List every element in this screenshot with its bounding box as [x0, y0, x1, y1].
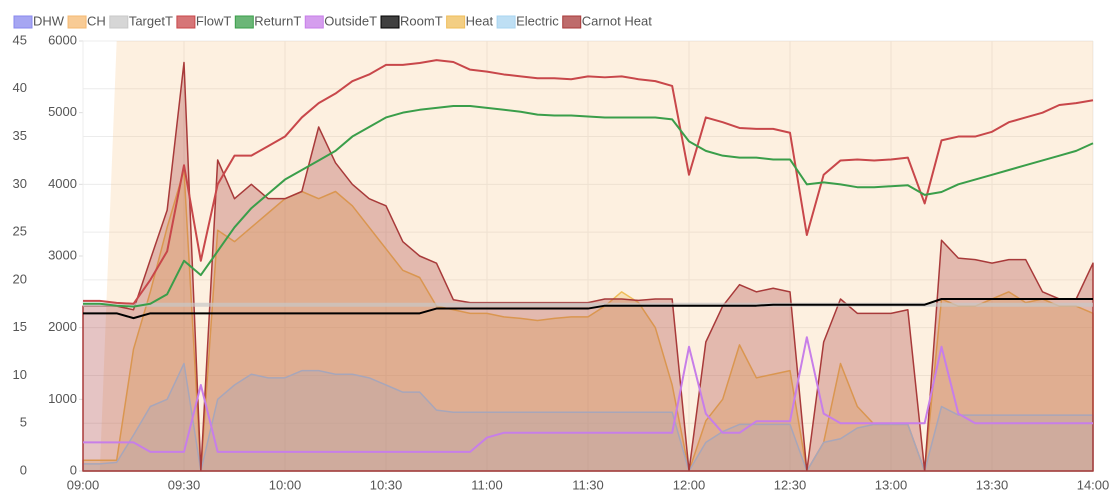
area-series	[82, 169, 1094, 472]
x-tick-label: 10:00	[269, 477, 302, 492]
y-tick-label: 20	[13, 271, 27, 286]
x-tick-label: 12:30	[774, 477, 807, 492]
legend-label: DHW	[33, 13, 65, 28]
legend-item[interactable]: ReturnT	[234, 13, 301, 29]
legend-swatch	[496, 15, 516, 29]
legend-item[interactable]: RoomT	[380, 13, 443, 29]
legend-swatch	[234, 15, 254, 29]
y-tick-label: 15	[13, 319, 27, 334]
y2-tick-label: 6000	[48, 32, 77, 47]
legend-item[interactable]: Heat	[446, 13, 494, 29]
legend-label: Electric	[516, 13, 559, 28]
legend-label: Carnot Heat	[582, 13, 652, 28]
y-tick-label: 45	[13, 32, 27, 47]
y2-tick-label: 0	[70, 462, 77, 477]
y2-tick-label: 1000	[48, 391, 77, 406]
line-series	[83, 336, 1093, 453]
legend-swatch	[304, 15, 324, 29]
y2-tick-label: 4000	[48, 176, 77, 191]
x-tick-label: 11:30	[572, 477, 604, 492]
x-tick-label: 11:00	[471, 477, 503, 492]
area-series	[82, 61, 1094, 472]
legend-label: ReturnT	[254, 13, 301, 28]
line-series	[83, 59, 1094, 305]
line-series	[83, 104, 1094, 308]
y-tick-label: 5	[20, 415, 27, 430]
legend-item[interactable]: OutsideT	[304, 13, 377, 29]
y-tick-label: 25	[13, 224, 27, 239]
legend-item[interactable]: Electric	[496, 13, 559, 29]
legend-swatch	[562, 15, 582, 29]
legend-item[interactable]: Carnot Heat	[562, 13, 652, 29]
y-tick-label: 40	[13, 80, 27, 95]
legend-label: CH	[87, 13, 106, 28]
legend-swatch	[176, 15, 196, 29]
x-tick-label: 14:00	[1077, 477, 1110, 492]
legend-label: OutsideT	[324, 13, 377, 28]
x-tick-label: 09:30	[168, 477, 201, 492]
y2-tick-label: 5000	[48, 104, 77, 119]
legend-swatch	[109, 15, 129, 29]
legend-label: RoomT	[400, 13, 443, 28]
legend-label: FlowT	[196, 13, 231, 28]
legend-item[interactable]: TargetT	[109, 13, 173, 29]
legend-label: TargetT	[129, 13, 173, 28]
y2-tick-label: 3000	[48, 247, 77, 262]
legend-swatch	[13, 15, 33, 29]
x-tick-label: 09:00	[67, 477, 100, 492]
line-series	[83, 298, 1093, 320]
y2-tick-label: 2000	[48, 319, 77, 334]
legend-label: Heat	[466, 13, 494, 28]
legend-item[interactable]: CH	[67, 13, 106, 29]
legend-swatch	[446, 15, 466, 29]
legend-swatch	[380, 15, 400, 29]
x-tick-label: 12:00	[673, 477, 706, 492]
legend-item[interactable]: FlowT	[176, 13, 231, 29]
legend-item[interactable]: DHW	[13, 13, 65, 29]
y-tick-label: 30	[13, 176, 27, 191]
x-tick-label: 10:30	[370, 477, 403, 492]
y-tick-label: 10	[13, 367, 27, 382]
y-tick-label: 0	[20, 462, 27, 477]
y-tick-label: 35	[13, 128, 27, 143]
legend-swatch	[67, 15, 87, 29]
area-series	[82, 362, 1094, 472]
x-tick-label: 13:30	[976, 477, 1009, 492]
x-tick-label: 13:00	[875, 477, 908, 492]
